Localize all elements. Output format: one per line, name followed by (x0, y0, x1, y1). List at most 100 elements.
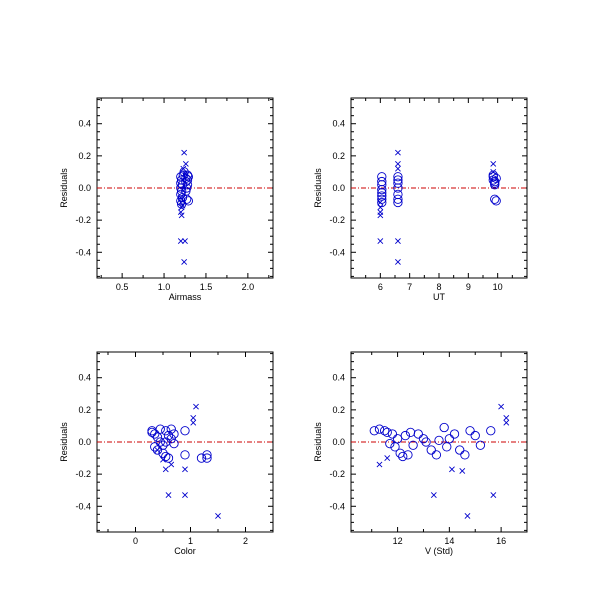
data-point-circle (398, 451, 408, 462)
x-axis-title: UT (433, 292, 445, 302)
x-tick-label: 2.0 (242, 282, 255, 292)
y-tick-label: 0.2 (332, 151, 345, 161)
data-point-x (377, 212, 384, 219)
data-point-x (181, 259, 188, 265)
data-point-x (182, 160, 189, 167)
data-point-x (177, 199, 184, 206)
data-point-circle (202, 453, 212, 463)
data-point-x (182, 238, 188, 244)
data-point-circle (166, 424, 176, 434)
data-point-circle (486, 426, 496, 436)
x-tick-label: 1.5 (200, 282, 213, 292)
y-axis-title: Residuals (313, 168, 323, 208)
data-point-x (384, 455, 391, 461)
data-point-x (395, 149, 401, 156)
data-point-circle (161, 426, 171, 436)
y-tick-label: -0.4 (329, 247, 345, 257)
data-point-circle (475, 440, 486, 450)
data-point-circle (393, 197, 403, 208)
scatter-panel-4: -0.4 -0.2 0.0 0.2 0.4 12 14 16 V (Std) Residuals (313, 351, 528, 556)
data-point-circle (465, 426, 475, 436)
y-axis-title: Residuals (59, 168, 69, 208)
data-point-circle (152, 445, 163, 455)
data-point-x (179, 202, 186, 209)
x-tick-label: 2 (243, 536, 248, 546)
data-point-circle (439, 422, 449, 433)
scatter-panel-1: -0.4 -0.2 0.0 0.2 0.4 0.5 1.0 1.5 2.0 Airmass Resi… (59, 97, 274, 302)
data-point-circle (166, 434, 176, 444)
data-point-x (503, 414, 510, 421)
y-tick-label: 0.0 (78, 437, 91, 447)
x-tick-label: 1.0 (158, 282, 171, 292)
x-axis-title: Airmass (169, 292, 202, 302)
data-point-x (190, 414, 197, 421)
y-tick-label: 0.4 (78, 119, 91, 129)
y-tick-label: 0.2 (78, 405, 91, 415)
data-point-circle (393, 172, 403, 182)
data-point-circle (183, 196, 194, 206)
y-axis-title: Residuals (313, 422, 323, 462)
data-point-circle (158, 448, 168, 458)
data-point-x (177, 238, 184, 244)
y-tick-label: 0.0 (332, 183, 345, 193)
data-point-x (178, 204, 185, 211)
data-point-circle (169, 438, 179, 449)
x-tick-label: 16 (496, 536, 506, 546)
data-point-circle (444, 434, 455, 444)
data-point-circle (442, 442, 452, 452)
data-point-circle (369, 426, 379, 436)
data-point-circle (434, 435, 444, 446)
data-point-circle (377, 184, 387, 195)
data-point-circle (377, 172, 387, 182)
y-tick-label: 0.4 (332, 119, 345, 129)
data-point-circle (178, 170, 188, 180)
data-point-circle (202, 450, 212, 460)
data-point-x (498, 403, 505, 410)
data-point-circle (408, 440, 418, 450)
x-tick-label: 1 (188, 536, 193, 546)
data-point-x (168, 461, 175, 468)
y-tick-label: 0.4 (78, 373, 91, 383)
data-point-x (193, 403, 199, 410)
data-point-circle (163, 430, 174, 441)
y-tick-label: -0.4 (75, 247, 91, 257)
data-point-x (395, 165, 401, 172)
scatter-panel-3: -0.4 -0.2 0.0 0.2 0.4 0 1 2 Color Residuals (59, 351, 274, 556)
data-point-x (395, 160, 401, 167)
data-point-circle (393, 189, 403, 200)
data-point-x (377, 204, 384, 211)
data-point-circle (155, 437, 165, 447)
data-point-circle (426, 445, 436, 455)
x-tick-label: 0.5 (116, 282, 129, 292)
data-point-circle (176, 196, 186, 206)
data-point-x (160, 456, 166, 463)
y-tick-label: 0.0 (332, 437, 345, 447)
x-tick-label: 9 (466, 282, 471, 292)
data-point-x (490, 492, 497, 498)
x-tick-label: 0 (133, 536, 138, 546)
data-point-x (459, 468, 466, 474)
x-tick-label: 8 (436, 282, 441, 292)
data-point-circle (390, 442, 400, 452)
y-tick-label: 0.0 (78, 183, 91, 193)
x-axis-title: V (Std) (425, 546, 453, 556)
x-tick-label: 6 (378, 282, 383, 292)
data-point-circle (161, 451, 171, 462)
data-point-x (464, 513, 471, 519)
data-point-x (182, 466, 188, 473)
data-point-circle (393, 183, 403, 193)
data-point-x (162, 466, 169, 473)
data-point-circle (382, 427, 392, 438)
data-point-x (190, 419, 197, 426)
data-point-circle (147, 427, 157, 438)
data-point-circle (385, 438, 395, 449)
data-point-x (395, 259, 401, 265)
data-point-x (490, 169, 497, 175)
data-point-x (182, 492, 188, 498)
y-axis-title: Residuals (59, 422, 69, 462)
scatter-panel-2: -0.4 -0.2 0.0 0.2 0.4 6 7 8 9 10 UT Residuals (313, 97, 528, 302)
data-point-circle (161, 437, 171, 447)
data-point-circle (490, 194, 500, 204)
data-point-circle (393, 194, 403, 204)
